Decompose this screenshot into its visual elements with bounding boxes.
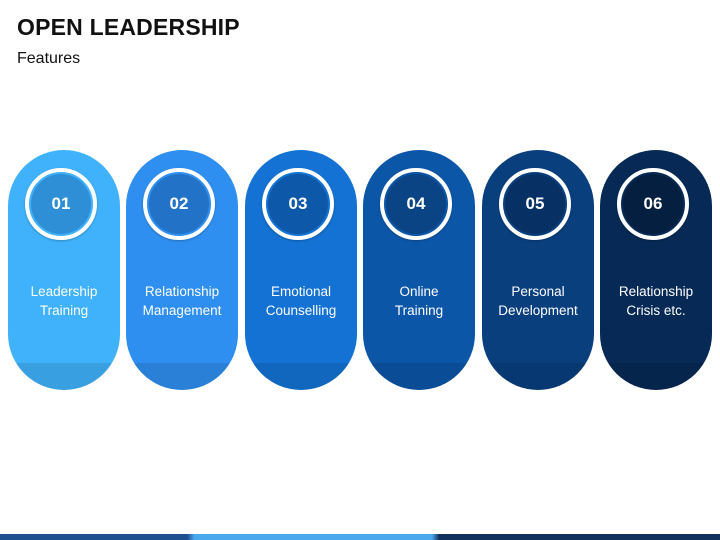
- number-ring: [262, 168, 334, 240]
- feature-label: Emotional Counselling: [249, 282, 353, 320]
- feature-number: 03: [268, 174, 328, 234]
- card-base-shade: [126, 363, 238, 390]
- feature-label-line: Training: [394, 303, 444, 318]
- feature-label-line: Leadership: [30, 284, 98, 299]
- feature-number: 02: [149, 174, 209, 234]
- feature-label-line: Management: [142, 303, 222, 318]
- feature-card-01: 01 Leadership Training: [8, 150, 120, 390]
- feature-label: Online Training: [367, 282, 471, 320]
- feature-label-line: Relationship: [618, 284, 694, 299]
- card-base-shade: [363, 363, 475, 390]
- card-base-shade: [482, 363, 594, 390]
- feature-card-06: 06 Relationship Crisis etc.: [600, 150, 712, 390]
- feature-label-line: Crisis etc.: [626, 303, 686, 318]
- footer-accent-bar: [0, 534, 720, 540]
- feature-number: 01: [31, 174, 91, 234]
- card-base-shade: [8, 363, 120, 390]
- number-ring: [380, 168, 452, 240]
- feature-card-02: 02 Relationship Management: [126, 150, 238, 390]
- feature-label-line: Personal: [511, 284, 565, 299]
- feature-number: 04: [386, 174, 446, 234]
- feature-label: Leadership Training: [12, 282, 116, 320]
- number-ring: [25, 168, 97, 240]
- feature-label-line: Counselling: [265, 303, 337, 318]
- feature-label: Personal Development: [486, 282, 590, 320]
- feature-label-line: Development: [498, 303, 578, 318]
- feature-card-03: 03 Emotional Counselling: [245, 150, 357, 390]
- feature-label-line: Relationship: [144, 284, 220, 299]
- feature-card-05: 05 Personal Development: [482, 150, 594, 390]
- number-ring: [499, 168, 571, 240]
- feature-label: Relationship Crisis etc.: [604, 282, 708, 320]
- number-ring: [617, 168, 689, 240]
- feature-label: Relationship Management: [130, 282, 234, 320]
- feature-label-line: Online: [399, 284, 439, 299]
- feature-label-line: Training: [39, 303, 89, 318]
- feature-number: 06: [623, 174, 683, 234]
- page-subtitle: Features: [17, 50, 81, 67]
- feature-card-04: 04 Online Training: [363, 150, 475, 390]
- card-base-shade: [600, 363, 712, 390]
- feature-label-line: Emotional: [270, 284, 332, 299]
- feature-number: 05: [505, 174, 565, 234]
- page-title: OPEN LEADERSHIP: [17, 14, 240, 40]
- number-ring: [143, 168, 215, 240]
- card-base-shade: [245, 363, 357, 390]
